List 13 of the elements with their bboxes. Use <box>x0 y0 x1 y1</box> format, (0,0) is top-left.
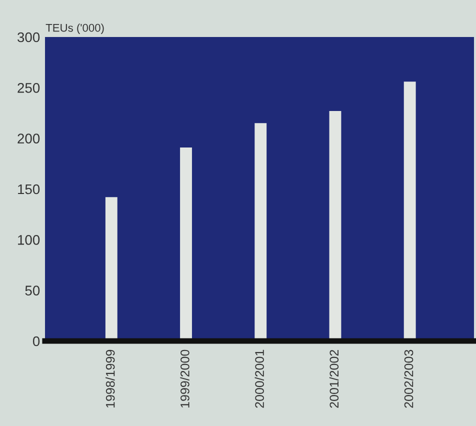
y-tick-label: 250 <box>18 83 40 93</box>
x-tick-label: 1998/1999 <box>106 350 115 408</box>
y-tick-label: 100 <box>18 235 40 245</box>
x-tick-label: 2001/2002 <box>329 350 339 408</box>
x-tick-label: 2002/2003 <box>404 350 414 408</box>
x-tick-label: 1999/2000 <box>180 350 190 408</box>
y-tick-label: 50 <box>25 286 40 296</box>
y-axis-title: TEUs ('000) <box>46 24 104 34</box>
y-tick-label: 150 <box>18 184 40 194</box>
y-tick-label: 200 <box>18 134 40 144</box>
y-tick-label: 0 <box>32 336 40 346</box>
x-tick-label: 2000/2001 <box>254 350 264 408</box>
y-tick-label: 300 <box>18 32 40 42</box>
